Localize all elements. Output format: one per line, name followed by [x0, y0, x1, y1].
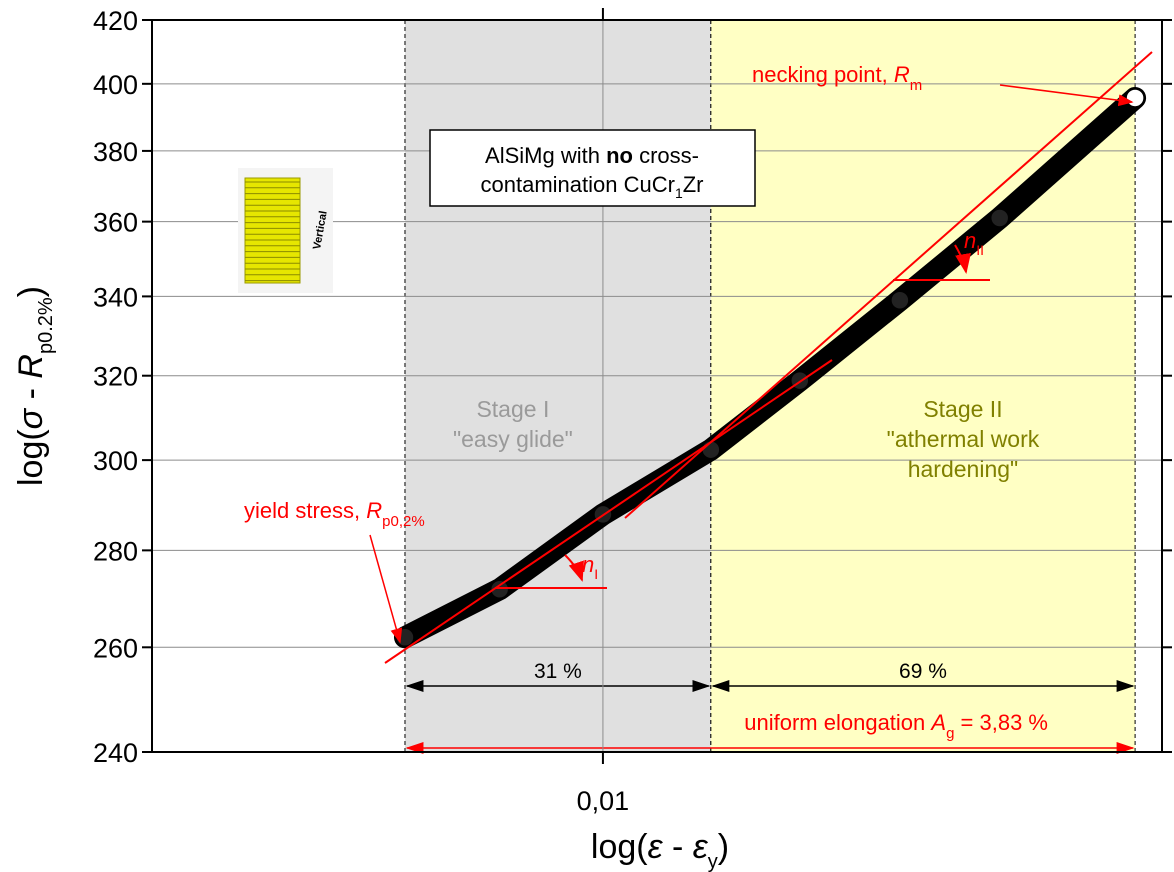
label-part: log( [12, 429, 50, 486]
label-part: log( [591, 828, 648, 866]
region-label: Stage II [923, 396, 1002, 422]
ann-part: yield stress, [244, 498, 366, 523]
ann-part: g [946, 725, 954, 742]
data-point [891, 291, 909, 309]
box-part: cross- [633, 143, 699, 168]
ann-part: uniform elongation [744, 710, 931, 735]
region-label: Stage I [476, 396, 549, 422]
y-tick-label: 420 [93, 6, 138, 36]
x-tick-label: 0,01 [577, 786, 630, 816]
y-tick-label: 320 [93, 362, 138, 392]
data-point [991, 209, 1009, 227]
box-part: no [606, 143, 633, 168]
label-part: ε [693, 828, 709, 866]
y-tick-label: 360 [93, 208, 138, 238]
box-text: AlSiMg with no cross- [485, 143, 699, 168]
ann-part: A [929, 710, 946, 735]
y-tick-label: 260 [93, 633, 138, 663]
box-part: Zr [683, 172, 704, 197]
y-tick-label: 380 [93, 137, 138, 167]
box-part: AlSiMg with [485, 143, 606, 168]
annotation: yield stress, Rp0,2% [244, 498, 425, 530]
box-part: 1 [675, 185, 683, 201]
label-part: - [663, 828, 693, 866]
y-tick-label: 240 [93, 738, 138, 768]
y-tick-label: 300 [93, 446, 138, 476]
chart: Stage I "easy glide" 31 % Stage II "athermal… [0, 0, 1174, 872]
label-part: - [12, 379, 50, 409]
ann-part: II [976, 242, 984, 258]
y-axis-label: log(σ - Rp0.2%) [12, 286, 57, 486]
label-part: ) [718, 828, 729, 866]
pointer [370, 535, 400, 642]
label-part: ) [12, 286, 50, 297]
box-text: contamination CuCr1Zr [481, 172, 704, 201]
ann-part: n [582, 552, 594, 577]
inset-image: Vertical [238, 168, 333, 293]
ann-part: m [910, 77, 923, 94]
data-point [1126, 89, 1144, 107]
y-tick-label: 400 [93, 70, 138, 100]
ann-part: necking point, [752, 62, 894, 87]
region-share: 69 % [899, 660, 947, 683]
label-part: R [12, 354, 50, 379]
ann-part: p0,2% [382, 513, 425, 530]
ann-part: n [964, 228, 976, 253]
label-part: p0.2% [35, 297, 57, 354]
region-label: "athermal work [887, 426, 1040, 452]
region-share: 31 % [534, 660, 582, 683]
label-part: y [708, 851, 718, 872]
ann-part: R [366, 498, 382, 523]
ann-part: = 3,83 % [954, 710, 1048, 735]
y-tick-label: 280 [93, 536, 138, 566]
region-label: "easy glide" [453, 426, 573, 452]
label-part: ε [648, 828, 664, 866]
ann-part: I [594, 566, 598, 582]
y-tick-label: 340 [93, 282, 138, 312]
label-part: σ [12, 407, 50, 429]
ann-part: R [894, 62, 910, 87]
box-part: contamination CuCr [481, 172, 675, 197]
x-axis-label: log(ε - εy) [591, 828, 729, 872]
